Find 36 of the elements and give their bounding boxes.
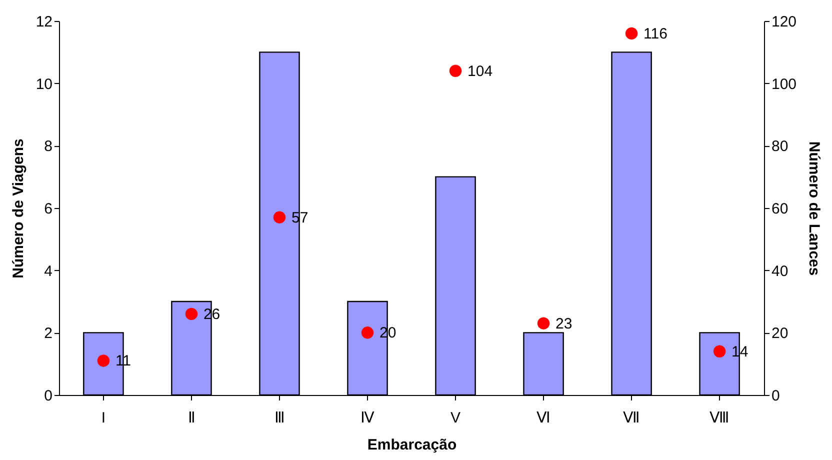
y-tick-label: 0	[44, 388, 52, 404]
y-tick-label: 4	[44, 262, 52, 280]
point	[625, 27, 638, 40]
point	[185, 308, 198, 320]
y-tick-label: 12	[36, 14, 52, 30]
x-tick-label: I	[101, 410, 106, 426]
point	[273, 211, 286, 224]
x-tick-label: Ⅵ	[536, 410, 551, 426]
point	[97, 354, 110, 367]
y2-tick-label: 60	[772, 200, 788, 218]
x-tick-label: V	[450, 410, 461, 426]
point	[449, 64, 462, 77]
y2-tick-label: 20	[772, 325, 788, 342]
data-label: 116	[644, 25, 668, 42]
y2-tick-label: 120	[772, 14, 797, 30]
y-axis-title: Número de Viagens	[10, 138, 27, 278]
y2-tick-label: 40	[772, 262, 788, 280]
y-tick-label: 10	[36, 76, 52, 93]
data-label: 23	[556, 315, 572, 332]
y2-tick-label: 100	[772, 76, 797, 93]
y2-tick-label: 0	[772, 388, 780, 404]
x-tick-label: Ⅷ	[710, 410, 730, 426]
x-axis-title: Embarcação	[367, 436, 457, 454]
point	[361, 326, 374, 339]
x-tick-label: Ⅲ	[274, 410, 284, 426]
y-tick-label: 2	[44, 325, 52, 342]
y2-axis-title: Número de Lances	[806, 141, 823, 276]
x-tick-label: Ⅶ	[623, 410, 640, 426]
point	[713, 345, 726, 358]
x-tick-label: Ⅱ	[188, 410, 195, 426]
x-tick-label: Ⅳ	[360, 410, 374, 426]
point	[537, 317, 550, 330]
y2-tick-label: 80	[772, 138, 788, 156]
y-tick-label: 6	[44, 200, 52, 218]
data-label: 104	[468, 62, 493, 80]
y-tick-label: 8	[44, 138, 52, 156]
